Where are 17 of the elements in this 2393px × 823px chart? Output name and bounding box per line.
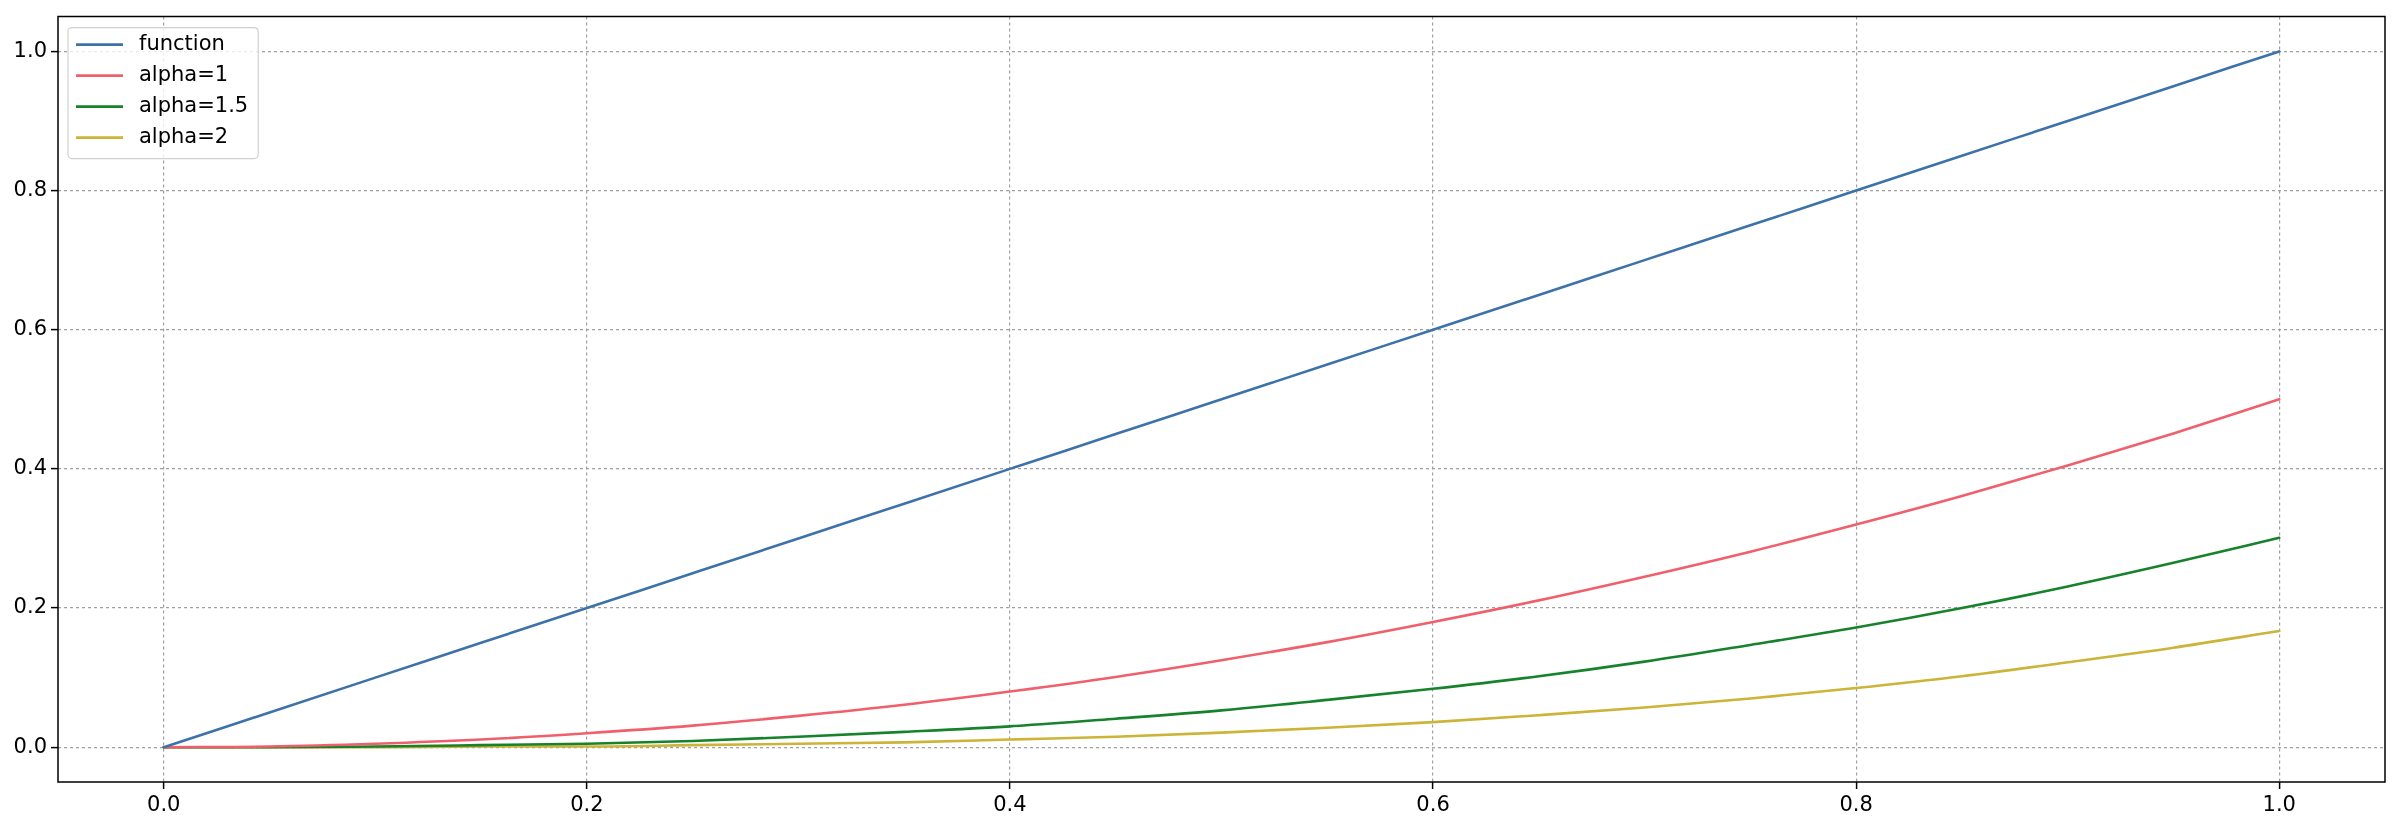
legend-label: alpha=1.5	[139, 93, 249, 118]
x-tick-label: 0.0	[147, 792, 181, 817]
x-tick-label: 0.4	[993, 792, 1027, 817]
y-tick-label: 0.2	[13, 594, 47, 619]
y-tick-label: 0.6	[13, 316, 47, 341]
y-tick-label: 1.0	[13, 37, 47, 62]
y-tick-label: 0.0	[13, 733, 47, 758]
line-series	[162, 536, 2281, 749]
y-tick-label: 0.8	[13, 177, 47, 202]
x-tick-label: 0.6	[1416, 792, 1450, 817]
x-tick-label: 0.8	[1839, 792, 1873, 817]
legend-label: alpha=1	[139, 62, 229, 87]
x-tick-label: 0.2	[570, 792, 604, 817]
legend-label: alpha=2	[139, 124, 229, 149]
legend-label: function	[139, 31, 225, 56]
x-tick-label: 1.0	[2262, 792, 2296, 817]
y-tick-label: 0.4	[13, 455, 47, 480]
